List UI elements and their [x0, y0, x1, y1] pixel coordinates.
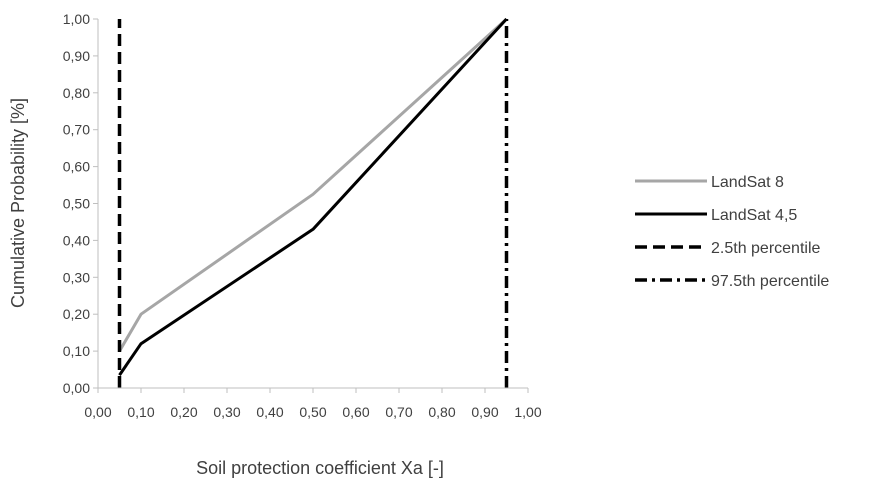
legend-label-97-5th-percentile: 97.5th percentile [711, 273, 829, 290]
y-tick-label: 0,10 [63, 343, 90, 359]
y-axis-title: Cumulative Probability [%] [8, 98, 28, 308]
series-line-landsat-4-5 [118, 17, 508, 376]
x-tick-label: 1,00 [514, 404, 541, 420]
y-tick-label: 0,40 [63, 232, 90, 248]
axes [93, 18, 529, 393]
x-tick-label: 0,60 [342, 404, 369, 420]
x-tick-label: 0,70 [385, 404, 412, 420]
y-tick-label: 0,70 [63, 122, 90, 138]
x-tick-label: 0,90 [471, 404, 498, 420]
series-line-landsat-8 [118, 17, 508, 352]
x-tick-label: 0,20 [170, 404, 197, 420]
x-tick-label: 0,80 [428, 404, 455, 420]
x-tick-label: 0,40 [256, 404, 283, 420]
y-tick-label: 0,60 [63, 159, 90, 175]
y-tick-label: 0,50 [63, 196, 90, 212]
x-tick-label: 0,10 [127, 404, 154, 420]
y-tick-label: 1,00 [63, 11, 90, 27]
y-tick-label: 0,80 [63, 85, 90, 101]
legend: LandSat 8 LandSat 4,5 2.5th percentile 97.5… [635, 174, 829, 290]
legend-label-2-5th-percentile: 2.5th percentile [711, 240, 821, 257]
legend-label-landsat-8: LandSat 8 [711, 174, 784, 191]
plot-area [117, 17, 509, 388]
y-tick-label: 0,20 [63, 306, 90, 322]
tick-labels: 0,00 0,10 0,20 0,30 0,40 0,50 0,60 0,70 0,80 0,90… [63, 11, 542, 420]
y-tick-label: 0,90 [63, 48, 90, 64]
x-tick-label: 0,00 [84, 404, 111, 420]
x-tick-label: 0,30 [213, 404, 240, 420]
legend-label-landsat-4-5: LandSat 4,5 [711, 207, 797, 224]
x-tick-label: 0,50 [299, 404, 326, 420]
y-tick-label: 0,00 [63, 380, 90, 396]
x-axis-title: Soil protection coefficient Xa [-] [196, 458, 444, 478]
y-tick-label: 0,30 [63, 269, 90, 285]
